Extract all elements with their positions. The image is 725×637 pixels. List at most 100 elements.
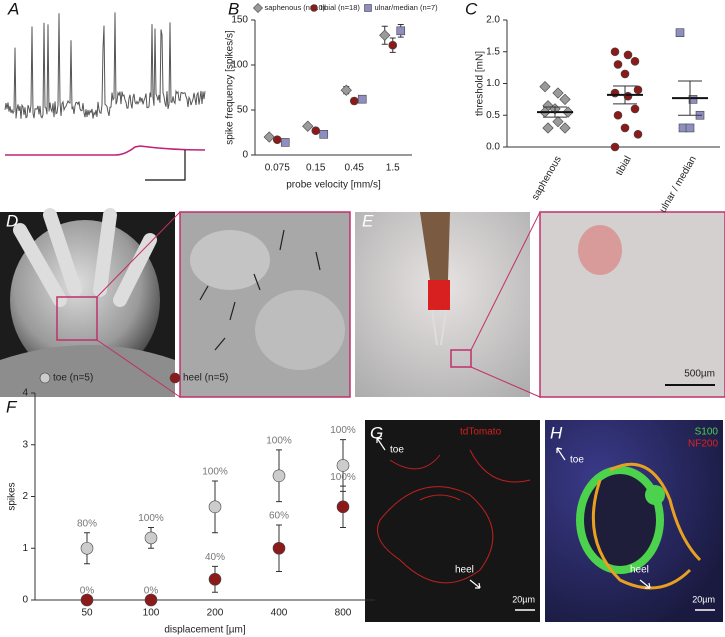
marker [340, 84, 352, 96]
x-axis-title: probe velocity [mm/s] [286, 180, 381, 191]
y-axis-title: threshold [mN] [475, 51, 486, 116]
marker [685, 123, 695, 133]
marker [552, 115, 564, 128]
marker [336, 459, 350, 472]
marker [613, 60, 623, 69]
y-tick-label: 0 [22, 595, 28, 606]
marker [311, 126, 321, 135]
marker [310, 4, 318, 12]
panel-label: C [465, 0, 478, 18]
micrograph-h [545, 420, 723, 622]
marker [39, 372, 51, 384]
marker [302, 120, 314, 132]
trace-illustration [4, 12, 206, 181]
x-tick-label: 0.45 [345, 163, 365, 174]
photo-e [355, 211, 725, 398]
marker [688, 95, 698, 104]
x-tick-label: 50 [81, 608, 93, 619]
annotation: 100% [202, 467, 228, 478]
marker [623, 50, 633, 60]
marker [552, 87, 564, 99]
marker [539, 81, 551, 93]
annotation: 60% [269, 511, 289, 522]
marker [144, 593, 158, 607]
annotation: 100% [330, 425, 356, 436]
marker [349, 96, 359, 106]
marker [610, 47, 620, 57]
x-tick-label: ulnar / median [658, 154, 699, 214]
x-tick-label: 800 [335, 608, 352, 619]
panel-label: E [362, 211, 374, 230]
marker [620, 123, 630, 133]
panel-label: B [228, 0, 239, 18]
x-tick-label: 0.15 [306, 163, 326, 174]
marker [388, 40, 398, 50]
panel-label: G [370, 423, 383, 442]
y-tick-label: 2.0 [486, 15, 500, 26]
error-bar [613, 85, 637, 105]
marker [559, 93, 571, 105]
y-axis-title: spike frequency [spikes/s] [225, 30, 236, 145]
stain-label: S100 [695, 427, 719, 438]
marker [144, 531, 158, 545]
marker [280, 138, 290, 147]
legend-label: heel (n=5) [183, 373, 228, 384]
y-tick-label: 0.0 [486, 142, 500, 153]
panel-label: A [7, 0, 19, 18]
x-tick-label: saphenous [530, 154, 564, 202]
y-tick-label: 0.5 [486, 110, 500, 121]
x-tick-label: tibial [614, 154, 634, 177]
marker [169, 372, 181, 384]
photo-d [0, 208, 351, 398]
annotation: 100% [330, 472, 356, 483]
direction-label: toe [390, 445, 404, 456]
marker [263, 131, 275, 143]
marker [319, 130, 329, 139]
marker [272, 541, 286, 555]
marker [610, 142, 620, 152]
marker [253, 3, 263, 13]
x-tick-label: 0.075 [265, 163, 290, 174]
marker [396, 26, 406, 36]
annotation: 40% [205, 552, 225, 563]
legend-label: tibial (n=18) [321, 3, 361, 12]
marker [208, 500, 222, 514]
x-axis-title: displacement [µm] [164, 625, 246, 636]
panel-label: F [6, 397, 18, 416]
marker [379, 29, 391, 41]
direction-label: heel [455, 565, 474, 576]
scale-label: 20µm [512, 594, 535, 604]
annotation: 0% [80, 586, 95, 597]
direction-label: toe [570, 455, 584, 466]
legend-label: saphenous (n=10) [265, 3, 326, 12]
marker [357, 94, 367, 104]
y-tick-label: 150 [231, 15, 248, 26]
marker [633, 85, 643, 95]
stain-label: tdTomato [460, 427, 502, 438]
marker [620, 69, 630, 79]
marker [336, 500, 350, 514]
y-axis-title: spikes [7, 482, 18, 510]
x-tick-label: 400 [271, 608, 288, 619]
marker [542, 122, 554, 134]
marker [364, 4, 372, 12]
micrograph-g [365, 420, 540, 622]
legend-label: toe (n=5) [53, 373, 93, 384]
x-tick-label: 100 [143, 608, 160, 619]
y-tick-label: 4 [22, 388, 28, 399]
direction-label: heel [630, 565, 649, 576]
marker [559, 122, 571, 134]
y-tick-label: 2 [22, 491, 28, 502]
marker [272, 469, 286, 483]
y-tick-label: 0 [242, 150, 248, 161]
x-tick-label: 1.5 [386, 163, 400, 174]
marker [613, 110, 623, 120]
marker [80, 593, 94, 607]
error-bar [543, 106, 567, 118]
marker [272, 135, 282, 144]
annotation: 80% [77, 518, 97, 529]
scale-label: 20µm [692, 594, 715, 604]
annotation: 0% [144, 586, 159, 597]
y-tick-label: 50 [237, 105, 249, 116]
